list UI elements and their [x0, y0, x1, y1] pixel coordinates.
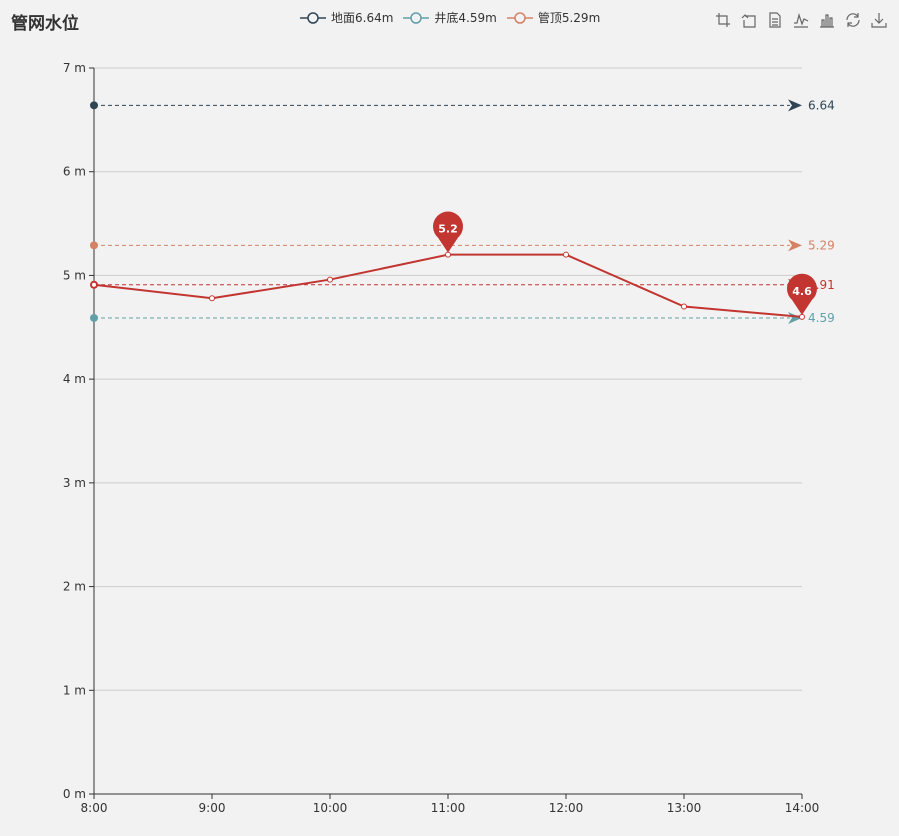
mark-point-pin [787, 273, 818, 315]
chart-title: 管网水位 [11, 14, 79, 34]
reference-start-dot [90, 101, 98, 110]
data-point [91, 281, 97, 288]
x-tick-label: 10:00 [313, 801, 348, 815]
mark-point-label: 4.6 [792, 285, 812, 298]
legend-label-pipe-top: 管顶5.29m [537, 11, 601, 25]
data-view-icon[interactable] [767, 12, 783, 28]
data-point [681, 303, 687, 310]
zoom-reset-icon[interactable] [741, 12, 757, 28]
legend-label-ground: 地面6.64m [331, 11, 394, 25]
x-tick-label: 13:00 [667, 801, 702, 815]
zoom-icon[interactable] [715, 12, 731, 28]
y-tick-label: 5 m [63, 268, 86, 282]
y-tick-label: 7 m [63, 61, 86, 75]
legend-symbol-ground [300, 11, 326, 24]
reference-label: 4.59 [808, 311, 835, 325]
legend-item-well-bottom[interactable]: 井底4.59m [403, 9, 497, 26]
x-tick-label: 9:00 [199, 801, 226, 815]
data-point [327, 276, 333, 283]
reference-label: 6.64 [808, 98, 835, 112]
x-tick-label: 11:00 [431, 801, 466, 815]
x-tick-label: 8:00 [81, 801, 108, 815]
y-tick-label: 3 m [63, 476, 86, 490]
data-point [209, 295, 215, 302]
mark-point-label: 5.2 [438, 223, 458, 236]
legend-label-well-bottom: 井底4.59m [434, 11, 497, 25]
reference-label: 5.29 [808, 238, 835, 252]
reference-arrow [788, 311, 802, 324]
x-tick-label: 12:00 [549, 801, 584, 815]
data-point [799, 313, 805, 320]
legend-item-ground[interactable]: 地面6.64m [300, 9, 393, 26]
x-tick-label: 14:00 [785, 801, 820, 815]
reference-arrow [788, 99, 802, 112]
y-tick-label: 6 m [63, 165, 86, 179]
legend-item-pipe-top[interactable]: 管顶5.29m [506, 9, 601, 26]
legend-symbol-pipe-top [506, 11, 533, 24]
y-tick-label: 4 m [63, 372, 86, 386]
y-tick-label: 2 m [63, 580, 86, 594]
download-icon[interactable] [871, 12, 887, 28]
legend: 地面6.64m 井底4.59m 管顶5.29m [300, 9, 600, 26]
series-line [93, 253, 803, 318]
y-tick-label: 0 m [63, 787, 86, 801]
reference-start-dot [90, 241, 98, 250]
restore-icon[interactable] [845, 12, 861, 28]
data-point [445, 251, 451, 258]
data-point [563, 251, 569, 258]
legend-symbol-well-bottom [403, 11, 430, 24]
mark-point-pin [433, 211, 463, 253]
bar-chart-icon[interactable] [819, 12, 835, 28]
toolbox [715, 12, 887, 28]
line-chart-icon[interactable] [793, 12, 809, 28]
reference-start-dot [90, 313, 98, 322]
y-tick-label: 1 m [63, 683, 86, 697]
reference-arrow [788, 239, 802, 252]
